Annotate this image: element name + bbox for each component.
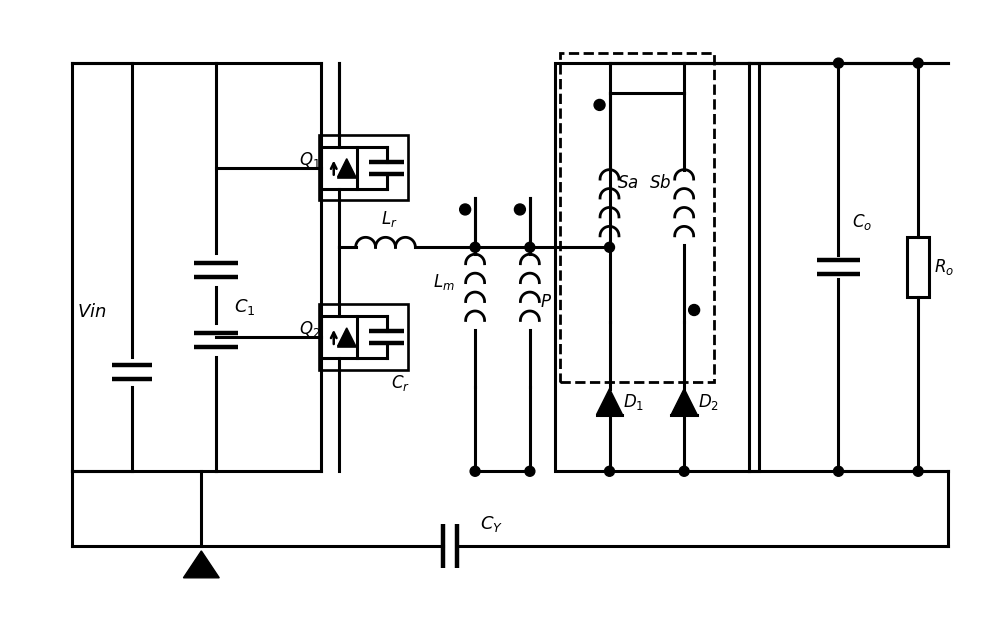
Text: $L_m$: $L_m$: [433, 272, 455, 292]
Polygon shape: [338, 328, 356, 346]
Circle shape: [605, 243, 614, 253]
Circle shape: [605, 466, 614, 476]
Circle shape: [514, 204, 525, 215]
Circle shape: [470, 466, 480, 476]
Polygon shape: [671, 389, 697, 414]
Circle shape: [913, 466, 923, 476]
Circle shape: [525, 243, 535, 253]
Text: $R_o$: $R_o$: [934, 257, 954, 277]
Text: $Sb$: $Sb$: [649, 174, 672, 192]
Circle shape: [834, 466, 843, 476]
Text: $C_1$: $C_1$: [234, 297, 256, 317]
Text: $L_r$: $L_r$: [381, 210, 397, 230]
Bar: [555, 63, 759, 471]
Text: $Vin$: $Vin$: [77, 303, 106, 321]
Circle shape: [913, 58, 923, 68]
Circle shape: [594, 100, 605, 110]
Text: $D_2$: $D_2$: [698, 392, 719, 412]
Bar: [907, 238, 929, 297]
Text: $Sa$: $Sa$: [617, 174, 639, 192]
Circle shape: [470, 243, 480, 253]
Text: $P$: $P$: [540, 293, 552, 311]
Polygon shape: [338, 159, 356, 177]
Bar: [321, 147, 357, 188]
Circle shape: [679, 466, 689, 476]
Circle shape: [834, 58, 843, 68]
Bar: [321, 316, 357, 358]
Text: $Q_2$: $Q_2$: [299, 319, 320, 339]
Text: $D_1$: $D_1$: [623, 392, 645, 412]
Text: $Q_1$: $Q_1$: [299, 150, 320, 170]
Circle shape: [525, 466, 535, 476]
Polygon shape: [183, 551, 219, 578]
Polygon shape: [597, 389, 622, 414]
Bar: [319, 304, 408, 369]
Bar: [319, 135, 408, 200]
Text: $C_Y$: $C_Y$: [480, 514, 503, 534]
Text: $C_o$: $C_o$: [852, 212, 873, 233]
Circle shape: [689, 305, 700, 315]
Circle shape: [460, 204, 471, 215]
Bar: [560, 53, 714, 382]
Text: $C_r$: $C_r$: [391, 373, 410, 392]
